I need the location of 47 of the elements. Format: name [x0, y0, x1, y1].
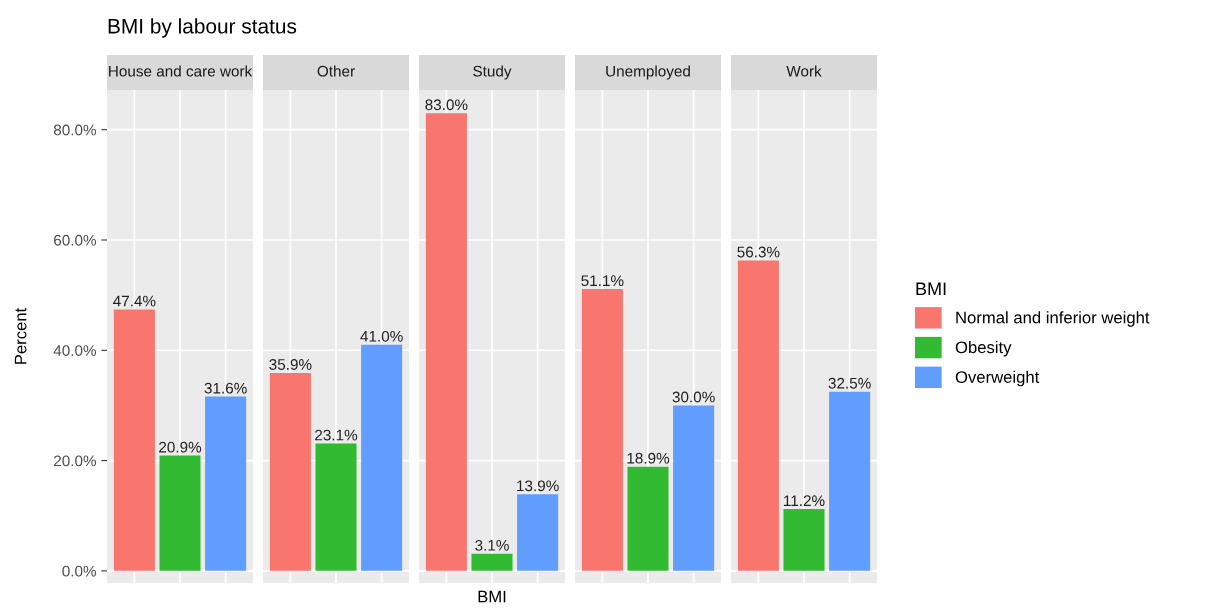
x-tick-label: Work [786, 65, 822, 77]
bar [829, 391, 871, 571]
x-tick-label: Unemployed [606, 65, 690, 80]
data-label: 32.5% [828, 377, 871, 389]
bar [673, 405, 715, 571]
data-label: 30.0% [672, 391, 715, 403]
data-label: 31.6% [204, 382, 247, 394]
y-tick-label: 80.0% [53, 124, 97, 136]
x-tick-label: Study [473, 65, 512, 80]
x-axis-title: BMI [478, 590, 506, 603]
data-label: 83.0% [425, 99, 468, 111]
bar [783, 509, 825, 571]
x-tick-label: House and care work [109, 65, 253, 77]
bar [315, 443, 357, 571]
bar [425, 113, 467, 571]
bar [581, 289, 623, 571]
data-label: 23.1% [315, 429, 358, 441]
bar [269, 372, 311, 571]
bar [361, 344, 403, 571]
data-label: 11.2% [784, 495, 825, 507]
data-label: 13.9% [517, 480, 559, 492]
data-label: 35.9% [269, 359, 312, 370]
y-tick-label: 60.0% [54, 234, 97, 246]
legend-label: Overweight [955, 370, 1040, 387]
data-label: 20.9% [159, 441, 202, 453]
legend-title: BMI [916, 282, 946, 296]
y-tick-label: 0.0% [62, 565, 97, 577]
bar [159, 455, 201, 571]
y-tick-label: 40.0% [53, 345, 97, 356]
y-axis-title: Percent [14, 307, 27, 364]
legend-label: Normal and inferior weight [956, 311, 1150, 327]
data-label: 51.1% [581, 275, 624, 287]
data-label: 18.9% [627, 452, 670, 464]
bar [627, 466, 669, 571]
legend-label: Obesity [955, 340, 1012, 357]
bar [737, 260, 779, 571]
data-label: 47.4% [113, 295, 156, 307]
bar [113, 309, 155, 571]
x-tick-label: Other [317, 65, 355, 77]
bar [517, 494, 559, 571]
bar [471, 553, 513, 571]
data-label: 41.0% [360, 330, 403, 342]
bar [205, 396, 247, 571]
data-label: 3.1% [475, 539, 509, 551]
chart-title: BMI by labour status [108, 18, 297, 38]
data-label: 56.3% [737, 246, 780, 258]
y-tick-label: 20.0% [54, 455, 97, 467]
